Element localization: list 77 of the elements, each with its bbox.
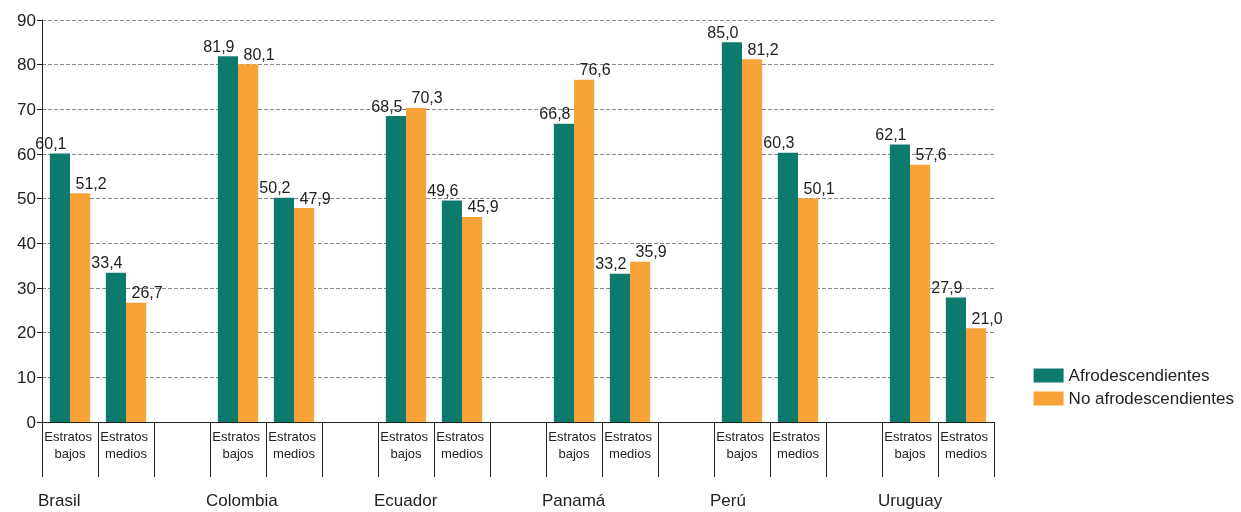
data-label: 70,3 <box>411 89 443 107</box>
bar <box>966 328 987 422</box>
bar <box>609 273 630 422</box>
bar <box>238 64 259 422</box>
data-label: 21,0 <box>971 309 1003 327</box>
data-label: 60,3 <box>763 134 795 152</box>
bar <box>910 164 931 422</box>
x-tick-label: Estratos medios <box>940 429 992 461</box>
x-tick-label: Estratos medios <box>268 429 320 461</box>
bar <box>49 153 70 422</box>
x-tick-label: Estratos bajos <box>44 429 96 461</box>
bar <box>945 297 966 422</box>
bar <box>721 42 742 422</box>
x-tick-label: Estratos medios <box>772 429 824 461</box>
y-tick-label: 80 <box>17 55 36 75</box>
bar <box>273 197 294 422</box>
y-tick-label: 20 <box>17 323 36 343</box>
data-label: 45,9 <box>467 198 499 216</box>
y-tick-label: 60 <box>17 144 36 164</box>
text: Panamá <box>542 491 606 510</box>
bar <box>630 261 651 422</box>
data-label: 50,2 <box>259 179 291 197</box>
x-tick-label: Estratos bajos <box>716 429 768 461</box>
data-label: 27,9 <box>931 278 963 296</box>
text: Perú <box>710 491 746 510</box>
text: Uruguay <box>878 491 943 510</box>
bar <box>385 116 406 422</box>
legend-label: Afrodescendientes <box>1068 366 1210 385</box>
data-label: 33,2 <box>595 255 627 273</box>
bar <box>889 144 910 422</box>
bar <box>70 193 91 422</box>
data-label: 49,6 <box>427 181 459 199</box>
bar <box>553 123 574 422</box>
bar <box>406 107 427 422</box>
data-label: 68,5 <box>371 97 403 115</box>
bar <box>798 198 819 422</box>
text: Ecuador <box>374 491 438 510</box>
x-tick-label: Estratos medios <box>436 429 488 461</box>
x-tick-label: Estratos bajos <box>380 429 432 461</box>
text: Colombia <box>206 491 279 510</box>
bar <box>217 56 238 422</box>
bar <box>462 216 483 422</box>
y-tick-label: 0 <box>26 412 36 432</box>
data-label: 76,6 <box>579 61 611 79</box>
bar <box>574 79 595 422</box>
data-label: 85,0 <box>707 23 739 41</box>
data-label: 81,2 <box>747 40 779 58</box>
legend-label: No afrodescendientes <box>1068 389 1235 408</box>
data-label: 57,6 <box>915 146 947 164</box>
data-label: 35,9 <box>635 243 667 261</box>
y-tick-label: 10 <box>17 367 36 387</box>
bar <box>105 272 126 422</box>
y-tick-label: 40 <box>17 233 36 253</box>
y-tick-label: 70 <box>17 99 36 119</box>
x-tick-label: Estratos medios <box>604 429 656 461</box>
x-tick-label: Estratos bajos <box>548 429 600 461</box>
data-label: 50,1 <box>803 179 835 197</box>
data-label: 26,7 <box>131 284 163 302</box>
bar <box>777 152 798 422</box>
x-tick-label: Estratos bajos <box>884 429 936 461</box>
data-label: 62,1 <box>875 126 907 144</box>
y-tick-label: 30 <box>17 278 36 298</box>
y-tick-label: 90 <box>17 10 36 30</box>
data-label: 47,9 <box>299 189 331 207</box>
data-label: 81,9 <box>203 37 235 55</box>
data-label: 66,8 <box>539 105 571 123</box>
x-tick-label: Estratos bajos <box>212 429 264 461</box>
data-label: 33,4 <box>91 254 123 272</box>
x-tick-label: Estratos medios <box>100 429 152 461</box>
data-label: 51,2 <box>75 174 107 192</box>
text: Brasil <box>38 491 81 510</box>
bar <box>742 59 763 422</box>
bar <box>294 208 315 422</box>
data-label: 80,1 <box>243 45 275 63</box>
bar <box>441 200 462 422</box>
bar <box>126 302 147 422</box>
y-tick-label: 50 <box>17 189 36 209</box>
